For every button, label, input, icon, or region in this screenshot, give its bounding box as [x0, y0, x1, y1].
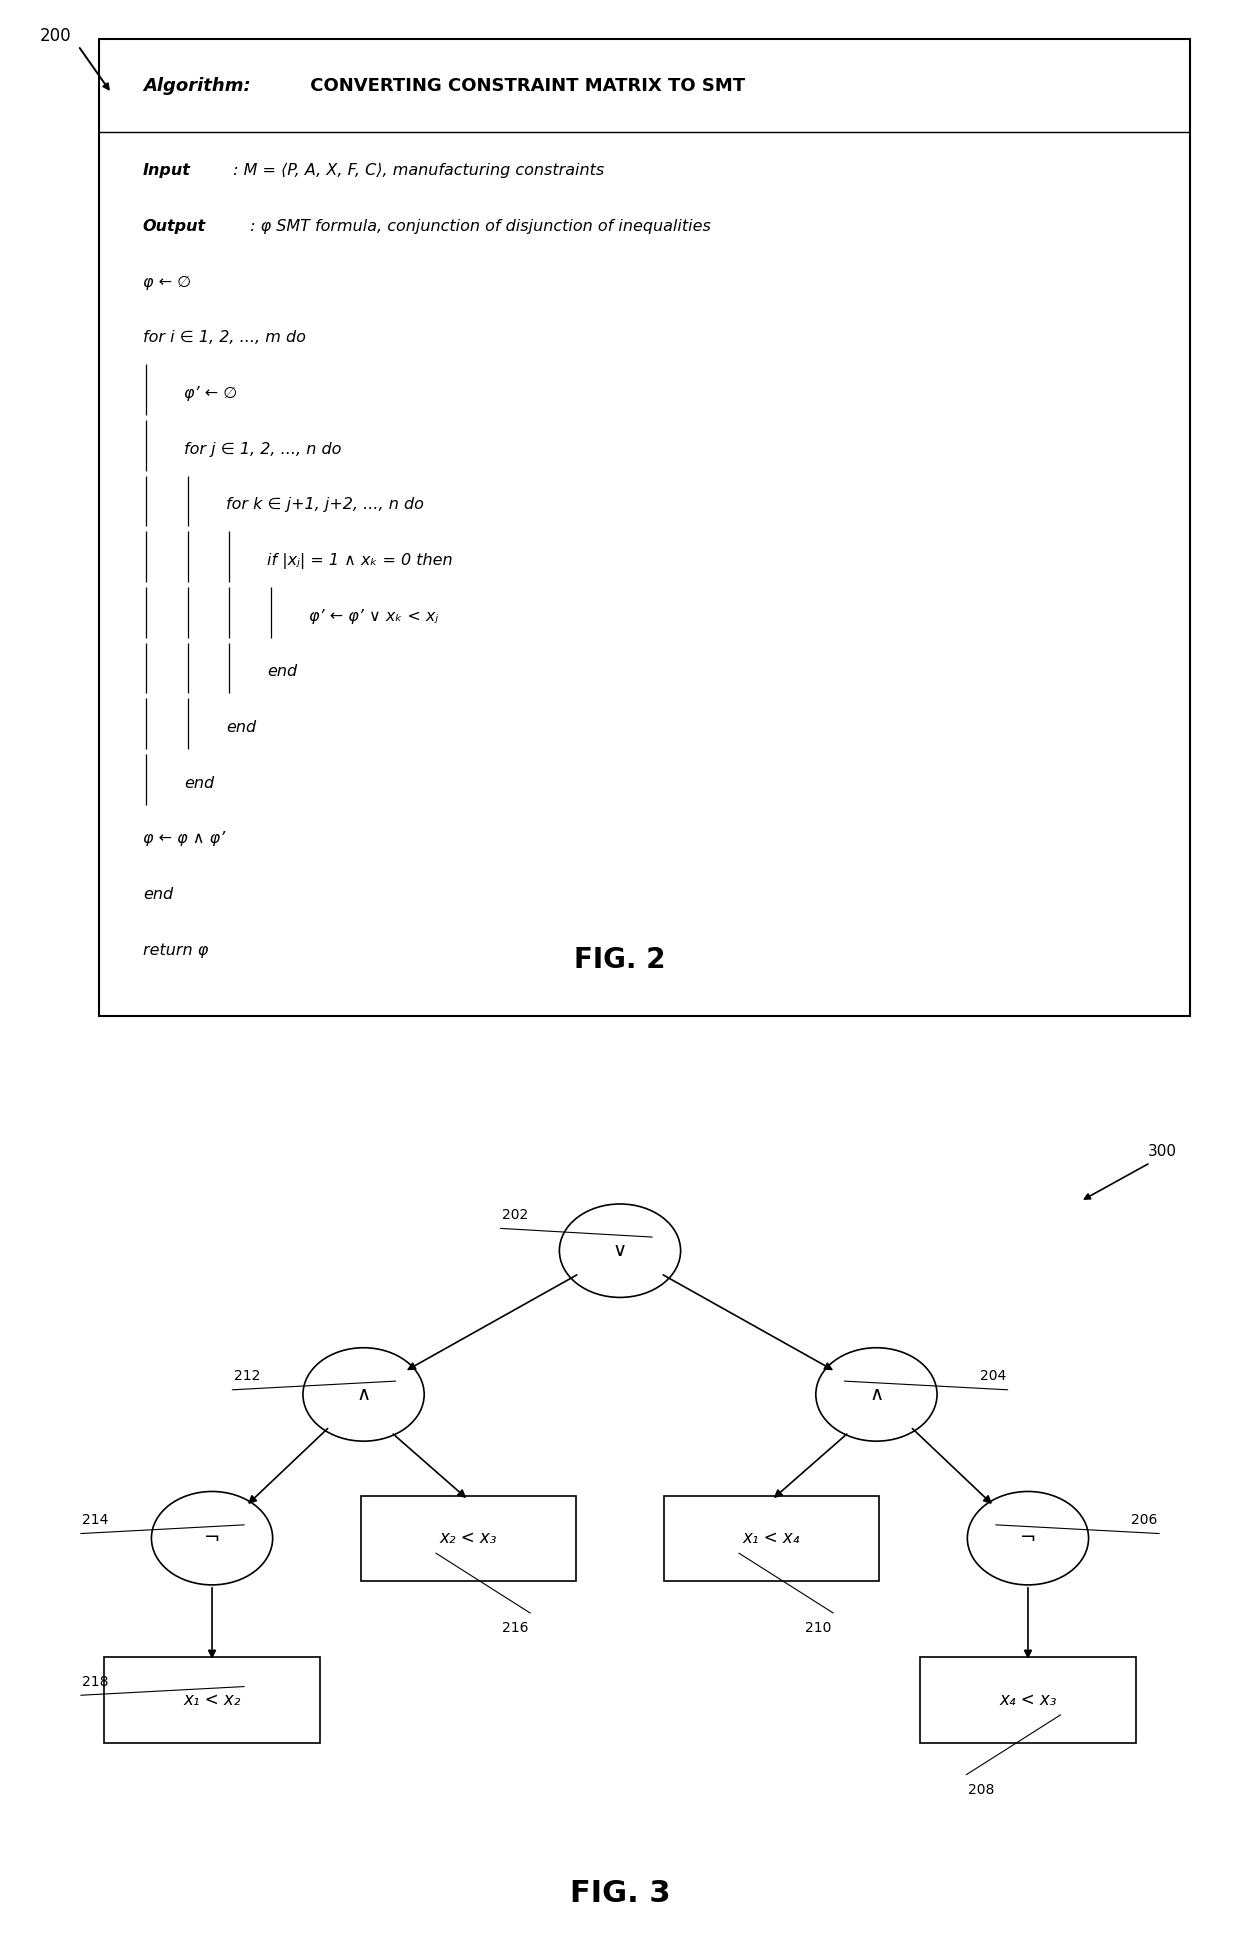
Text: x₁ < x₄: x₁ < x₄	[743, 1529, 800, 1547]
Text: ∧: ∧	[869, 1385, 884, 1404]
Text: ∨: ∨	[613, 1242, 627, 1260]
Text: end: end	[143, 887, 172, 902]
Circle shape	[816, 1348, 937, 1441]
Circle shape	[967, 1492, 1089, 1586]
Text: for k ∈ j+1, j+2, ..., n do: for k ∈ j+1, j+2, ..., n do	[226, 498, 424, 512]
Text: ¬: ¬	[1019, 1529, 1037, 1547]
Text: φ’ ← φ’ ∨ xₖ < xⱼ: φ’ ← φ’ ∨ xₖ < xⱼ	[309, 609, 438, 623]
Text: FIG. 3: FIG. 3	[569, 1879, 671, 1908]
Text: Output: Output	[143, 219, 206, 234]
FancyBboxPatch shape	[104, 1658, 320, 1742]
Text: Algorithm:: Algorithm:	[143, 76, 250, 96]
Text: end: end	[268, 664, 298, 680]
Text: 300: 300	[1147, 1144, 1177, 1160]
FancyBboxPatch shape	[663, 1496, 879, 1580]
Text: 216: 216	[502, 1621, 528, 1635]
Text: ¬: ¬	[203, 1529, 221, 1547]
Text: x₂ < x₃: x₂ < x₃	[440, 1529, 497, 1547]
Circle shape	[303, 1348, 424, 1441]
Text: 202: 202	[502, 1207, 528, 1223]
Text: ∧: ∧	[356, 1385, 371, 1404]
Text: for i ∈ 1, 2, ..., m do: for i ∈ 1, 2, ..., m do	[143, 330, 306, 346]
Circle shape	[559, 1203, 681, 1297]
FancyBboxPatch shape	[920, 1658, 1136, 1742]
FancyBboxPatch shape	[361, 1496, 577, 1580]
Text: FIG. 2: FIG. 2	[574, 945, 666, 975]
Text: 218: 218	[82, 1676, 109, 1689]
Text: Input: Input	[143, 164, 191, 178]
Text: 204: 204	[980, 1369, 1006, 1383]
Circle shape	[151, 1492, 273, 1586]
Text: : M = ⟨P, A, X, F, C⟩, manufacturing constraints: : M = ⟨P, A, X, F, C⟩, manufacturing con…	[228, 164, 604, 178]
Text: 210: 210	[805, 1621, 831, 1635]
Text: 212: 212	[234, 1369, 260, 1383]
Text: if |xⱼ| = 1 ∧ xₖ = 0 then: if |xⱼ| = 1 ∧ xₖ = 0 then	[268, 553, 453, 568]
Text: CONVERTING CONSTRAINT MATRIX TO SMT: CONVERTING CONSTRAINT MATRIX TO SMT	[304, 76, 745, 96]
Text: 214: 214	[82, 1514, 109, 1527]
Text: 206: 206	[1131, 1514, 1158, 1527]
Text: φ’ ← ∅: φ’ ← ∅	[185, 387, 238, 400]
Text: φ ← ∅: φ ← ∅	[143, 275, 191, 289]
FancyBboxPatch shape	[99, 39, 1190, 1016]
Text: end: end	[226, 721, 255, 734]
Text: 200: 200	[40, 27, 72, 45]
Text: : φ SMT formula, conjunction of disjunction of inequalities: : φ SMT formula, conjunction of disjunct…	[246, 219, 712, 234]
Text: for j ∈ 1, 2, ..., n do: for j ∈ 1, 2, ..., n do	[185, 441, 342, 457]
Text: return φ: return φ	[143, 943, 208, 957]
Text: 208: 208	[968, 1783, 994, 1797]
Text: φ ← φ ∧ φ’: φ ← φ ∧ φ’	[143, 832, 226, 846]
Text: end: end	[185, 775, 215, 791]
Text: x₁ < x₂: x₁ < x₂	[184, 1691, 241, 1709]
Text: x₄ < x₃: x₄ < x₃	[999, 1691, 1056, 1709]
